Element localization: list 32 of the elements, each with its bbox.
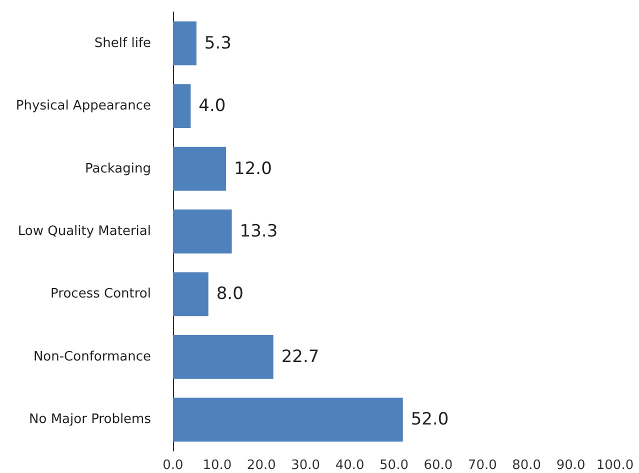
bar — [173, 210, 232, 254]
data-label: 12.0 — [234, 158, 272, 179]
x-tick-label: 30.0 — [291, 458, 320, 473]
x-tick-label: 60.0 — [424, 458, 453, 473]
bar — [173, 272, 208, 316]
x-tick-label: 10.0 — [202, 458, 232, 473]
y-tick-label: Non-Conformance — [33, 349, 151, 364]
y-tick-label: Low Quality Material — [18, 224, 151, 239]
y-tick-label: Shelf life — [94, 36, 151, 51]
bar — [173, 398, 403, 442]
y-tick-label: Process Control — [50, 286, 151, 302]
x-tick-label: 40.0 — [335, 458, 364, 473]
x-tick-label: 20.0 — [246, 458, 276, 473]
data-label: 52.0 — [410, 410, 449, 430]
data-label: 8.0 — [216, 284, 244, 304]
x-tick-label: 70.0 — [468, 458, 497, 473]
bar — [173, 334, 274, 379]
y-tick-label: Physical Appearance — [16, 98, 151, 114]
x-tick-label: 100.0 — [596, 458, 634, 473]
data-label: 22.7 — [281, 346, 320, 367]
y-tick-label: No Major Problems — [29, 412, 152, 428]
bar — [173, 146, 226, 191]
bar — [173, 84, 191, 128]
bar — [173, 21, 196, 66]
x-tick-label: 80.0 — [512, 458, 542, 473]
data-label: 5.3 — [204, 33, 232, 54]
x-tick-label: 90.0 — [556, 458, 586, 473]
x-tick-label: 0.0 — [162, 458, 184, 473]
x-tick-label: 50.0 — [380, 458, 408, 473]
data-label: 13.3 — [240, 222, 278, 242]
data-label: 4.0 — [198, 96, 226, 116]
y-tick-label: Packaging — [85, 161, 151, 176]
